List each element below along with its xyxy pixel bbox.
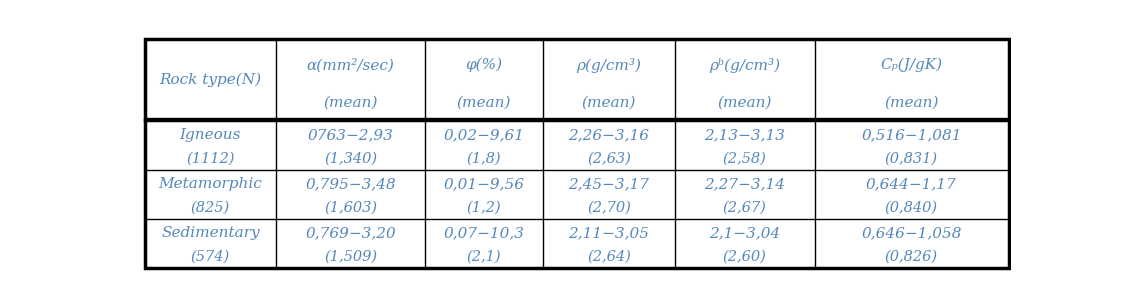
Text: 0,02−9,61: 0,02−9,61 bbox=[444, 128, 524, 142]
Text: (0,826): (0,826) bbox=[885, 250, 938, 264]
Text: (1,8): (1,8) bbox=[467, 152, 501, 166]
Text: 0,795−3,48: 0,795−3,48 bbox=[305, 177, 395, 191]
Text: 0,646−1,058: 0,646−1,058 bbox=[861, 226, 961, 240]
Text: (2,58): (2,58) bbox=[722, 152, 766, 166]
Text: Metamorphic: Metamorphic bbox=[158, 177, 263, 191]
Text: ρ(g/cm³): ρ(g/cm³) bbox=[576, 58, 641, 73]
Text: Cₚ(J/gK): Cₚ(J/gK) bbox=[880, 58, 942, 72]
Text: (1,340): (1,340) bbox=[323, 152, 377, 166]
Text: (mean): (mean) bbox=[457, 95, 511, 109]
Text: (2,67): (2,67) bbox=[722, 201, 766, 215]
Text: 0,644−1,17: 0,644−1,17 bbox=[866, 177, 957, 191]
Text: 2,27−3,14: 2,27−3,14 bbox=[704, 177, 785, 191]
Text: (1,603): (1,603) bbox=[323, 201, 377, 215]
Text: (mean): (mean) bbox=[718, 95, 772, 109]
Text: 2,11−3,05: 2,11−3,05 bbox=[568, 226, 649, 240]
Text: (2,64): (2,64) bbox=[587, 250, 631, 264]
Text: 2,1−3,04: 2,1−3,04 bbox=[709, 226, 780, 240]
Text: (825): (825) bbox=[191, 201, 230, 215]
Text: 2,13−3,13: 2,13−3,13 bbox=[704, 128, 785, 142]
Text: (1,2): (1,2) bbox=[467, 201, 501, 215]
Text: 0,769−3,20: 0,769−3,20 bbox=[305, 226, 395, 240]
Text: (mean): (mean) bbox=[323, 95, 377, 109]
Text: (2,1): (2,1) bbox=[467, 250, 501, 264]
Text: Igneous: Igneous bbox=[180, 128, 241, 142]
Text: 0,516−1,081: 0,516−1,081 bbox=[861, 128, 961, 142]
Text: (1,509): (1,509) bbox=[323, 250, 377, 264]
Text: φ(%): φ(%) bbox=[465, 58, 502, 72]
Text: 0,07−10,3: 0,07−10,3 bbox=[444, 226, 524, 240]
Text: (mean): (mean) bbox=[884, 95, 939, 109]
Text: α(mm²/sec): α(mm²/sec) bbox=[307, 58, 394, 72]
Text: (mean): (mean) bbox=[582, 95, 636, 109]
Text: 0,01−9,56: 0,01−9,56 bbox=[444, 177, 524, 191]
Text: (2,60): (2,60) bbox=[722, 250, 766, 264]
Text: 2,26−3,16: 2,26−3,16 bbox=[568, 128, 649, 142]
Text: 2,45−3,17: 2,45−3,17 bbox=[568, 177, 649, 191]
Text: ρᵇ(g/cm³): ρᵇ(g/cm³) bbox=[709, 58, 780, 73]
Text: (1112): (1112) bbox=[186, 152, 235, 166]
Text: 0763−2,93: 0763−2,93 bbox=[308, 128, 393, 142]
Text: (574): (574) bbox=[191, 250, 230, 264]
Text: (0,840): (0,840) bbox=[885, 201, 938, 215]
Text: (2,63): (2,63) bbox=[587, 152, 631, 166]
Text: (2,70): (2,70) bbox=[587, 201, 631, 215]
Text: (0,831): (0,831) bbox=[885, 152, 938, 166]
Text: Sedimentary: Sedimentary bbox=[161, 226, 259, 240]
Text: Rock type(N): Rock type(N) bbox=[159, 73, 262, 87]
